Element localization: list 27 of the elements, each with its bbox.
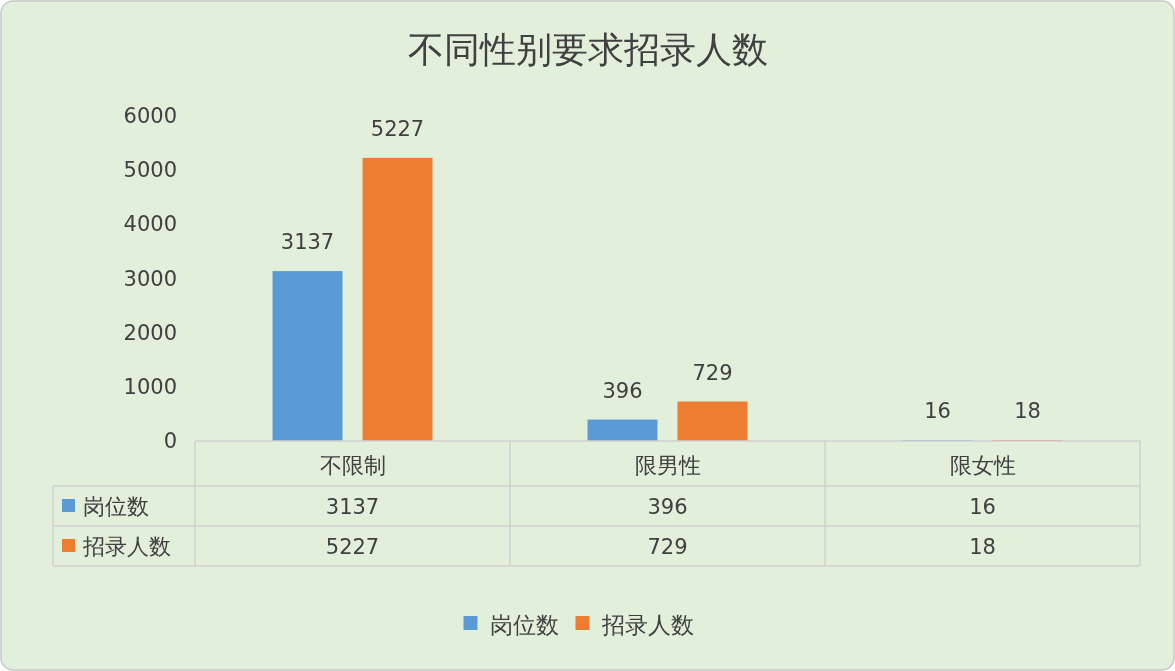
legend-label: 招录人数 xyxy=(600,612,694,638)
annotation: 396 xyxy=(602,378,643,403)
x-tick-label: 不限制 xyxy=(319,453,386,478)
annotation: 3137 xyxy=(280,230,335,255)
data-label: 729 xyxy=(647,535,688,559)
annotation: 5227 xyxy=(370,116,425,141)
data-label: 18 xyxy=(969,535,996,559)
y-tick-label: 3000 xyxy=(123,266,177,291)
annotation: 16 xyxy=(924,399,951,424)
x-tick-label: 限男性 xyxy=(634,453,701,478)
y-tick-label: 2000 xyxy=(123,320,177,345)
text: 岗位数 xyxy=(489,612,559,638)
legend-label: 岗位数 xyxy=(83,494,149,519)
y-tick-label: 6000 xyxy=(123,104,177,128)
x-tick-label: 限女性 xyxy=(949,453,1016,478)
y-tick-label: 0 xyxy=(163,429,177,453)
y-tick-label: 5000 xyxy=(123,158,177,183)
y-tick-label: 4000 xyxy=(123,212,177,237)
data-label: 3137 xyxy=(325,495,380,519)
data-label: 16 xyxy=(969,495,996,519)
text: 招录人数 xyxy=(83,534,171,559)
annotation: 729 xyxy=(692,360,733,385)
y-tick-label: 1000 xyxy=(123,374,177,399)
data-label: 396 xyxy=(647,495,688,519)
annotation: 18 xyxy=(1014,399,1041,424)
chart-title: 不同性别要求招录人数 xyxy=(407,29,768,70)
data-label: 5227 xyxy=(325,535,380,559)
